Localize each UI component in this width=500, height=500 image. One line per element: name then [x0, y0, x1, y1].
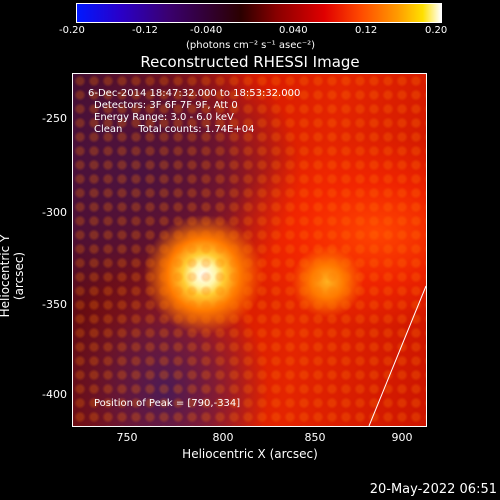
- x-tick-label: 850: [304, 431, 326, 444]
- colorbar-tick: -0.12: [132, 25, 158, 36]
- colorbar-tick: -0.20: [59, 25, 85, 36]
- peak-position: Position of Peak = [790,-334]: [94, 398, 241, 409]
- info-energy-range: Energy Range: 3.0 - 6.0 keV: [94, 112, 234, 123]
- image-texture: [73, 74, 426, 426]
- y-tick-label: -300: [42, 206, 67, 219]
- colorbar-units: (photons cm⁻² s⁻¹ asec⁻²): [186, 40, 316, 51]
- x-tick-label: 750: [116, 431, 138, 444]
- timestamp: 20-May-2022 06:51: [369, 482, 497, 497]
- colorbar: [76, 3, 442, 23]
- limb-line: [368, 285, 426, 426]
- colorbar-tick: 0.12: [355, 25, 378, 36]
- info-detectors: Detectors: 3F 6F 7F 9F, Att 0: [94, 100, 238, 111]
- y-tick-label: -350: [42, 298, 67, 311]
- y-axis-label: Heliocentric Y (arcsec): [0, 235, 26, 318]
- x-tick-label: 800: [212, 431, 234, 444]
- y-tick-label: -400: [42, 388, 67, 401]
- y-tick-label: -250: [42, 112, 67, 125]
- rhessi-image: 6-Dec-2014 18:47:32.000 to 18:53:32.000 …: [72, 73, 427, 427]
- info-time-range: 6-Dec-2014 18:47:32.000 to 18:53:32.000: [88, 88, 301, 99]
- info-clean-counts: Clean Total counts: 1.74E+04: [94, 124, 255, 135]
- image-title: Reconstructed RHESSI Image: [140, 53, 360, 71]
- x-axis-label: Heliocentric X (arcsec): [182, 447, 318, 461]
- colorbar-tick: 0.20: [425, 25, 448, 36]
- colorbar-tick: -0.040: [190, 25, 223, 36]
- colorbar-tick: 0.040: [279, 25, 308, 36]
- x-tick-label: 900: [391, 431, 413, 444]
